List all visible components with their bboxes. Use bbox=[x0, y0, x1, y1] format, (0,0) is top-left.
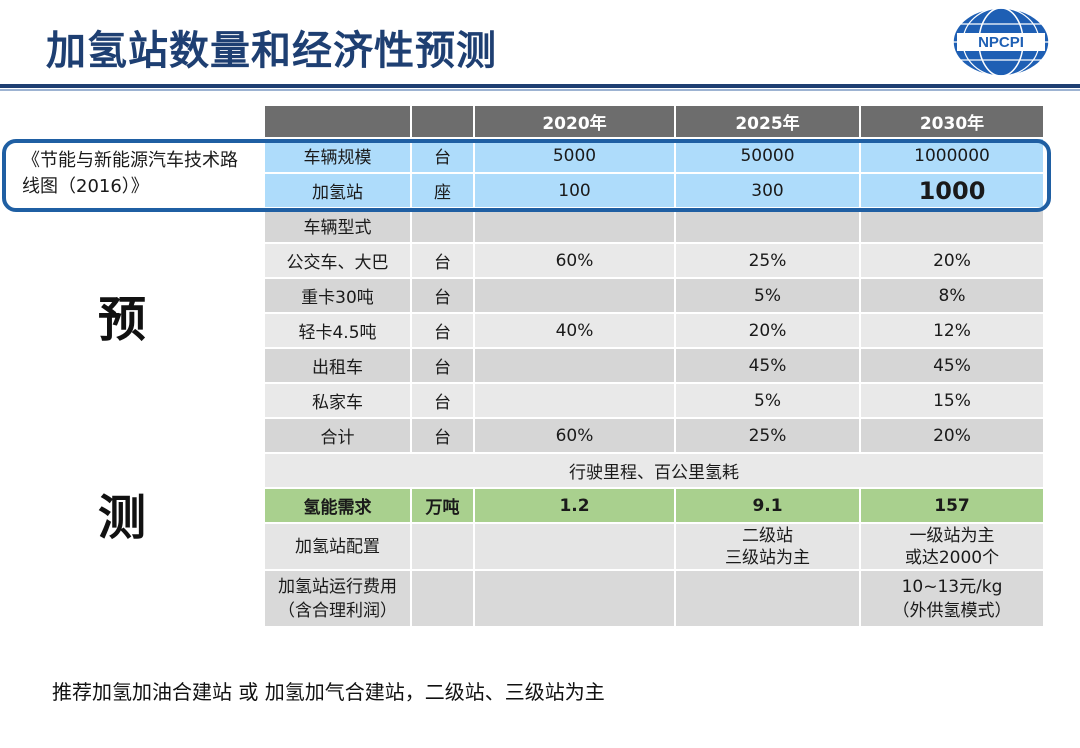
cell-2025: 20% bbox=[676, 314, 859, 347]
label-line: （含合理利润） bbox=[278, 600, 397, 621]
cell-2025: 45% bbox=[676, 349, 859, 382]
cell-line: 10~13元/kg bbox=[901, 576, 1003, 597]
row-label: 轻卡4.5吨 bbox=[265, 314, 410, 347]
cell-line: 二级站 bbox=[742, 525, 793, 546]
row-unit: 台 bbox=[412, 314, 473, 347]
cell-2025: 二级站 三级站为主 bbox=[676, 524, 859, 569]
table-row-stations: 加氢站 座 100 300 1000 bbox=[265, 174, 1043, 207]
footer-note: 推荐加氢加油合建站 或 加氢加气合建站，二级站、三级站为主 bbox=[52, 680, 605, 704]
row-unit: 台 bbox=[412, 139, 473, 172]
page-title: 加氢站数量和经济性预测 bbox=[46, 28, 497, 74]
cell-2020 bbox=[475, 384, 674, 417]
mileage-note: 行驶里程、百公里氢耗 bbox=[265, 454, 1043, 487]
header-year-2020: 2020年 bbox=[475, 106, 674, 137]
side-label-ce: 测 bbox=[98, 490, 147, 546]
cell-2030: 1000 bbox=[861, 174, 1043, 207]
source-note: 《节能与新能源汽车技术路线图（2016）》 bbox=[22, 150, 238, 197]
table-row-hydrogen-demand: 氢能需求 万吨 1.2 9.1 157 bbox=[265, 489, 1043, 522]
table-row-taxi: 出租车 台 45% 45% bbox=[265, 349, 1043, 382]
cell-2020: 5000 bbox=[475, 139, 674, 172]
row-label: 重卡30吨 bbox=[265, 279, 410, 312]
cell-2025: 5% bbox=[676, 279, 859, 312]
table-row-total: 合计 台 60% 25% 20% bbox=[265, 419, 1043, 452]
header-blank bbox=[265, 106, 410, 137]
row-unit: 万吨 bbox=[412, 489, 473, 522]
row-unit: 台 bbox=[412, 419, 473, 452]
table-row-vehicle-type-header: 车辆型式 bbox=[265, 209, 1043, 242]
cell-2025: 9.1 bbox=[676, 489, 859, 522]
cell-line: （外供氢模式） bbox=[892, 600, 1012, 621]
row-label: 加氢站配置 bbox=[265, 524, 410, 569]
cell-2025: 50000 bbox=[676, 139, 859, 172]
title-divider-accent bbox=[0, 89, 1080, 91]
table-row-heavy-truck: 重卡30吨 台 5% 8% bbox=[265, 279, 1043, 312]
row-label: 车辆规模 bbox=[265, 139, 410, 172]
table-row-station-config: 加氢站配置 二级站 三级站为主 一级站为主 或达2000个 bbox=[265, 524, 1043, 569]
header-year-2030: 2030年 bbox=[861, 106, 1043, 137]
cell-2020: 1.2 bbox=[475, 489, 674, 522]
cell-2025: 25% bbox=[676, 244, 859, 277]
row-unit: 台 bbox=[412, 279, 473, 312]
row-label: 加氢站运行费用 （含合理利润） bbox=[265, 571, 410, 626]
label-line: 加氢站运行费用 bbox=[278, 576, 397, 597]
table-row-vehicle-scale: 车辆规模 台 5000 50000 1000000 bbox=[265, 139, 1043, 172]
cell-2020: 60% bbox=[475, 244, 674, 277]
table-row-private-car: 私家车 台 5% 15% bbox=[265, 384, 1043, 417]
cell-2020: 100 bbox=[475, 174, 674, 207]
row-label: 合计 bbox=[265, 419, 410, 452]
table-row-bus: 公交车、大巴 台 60% 25% 20% bbox=[265, 244, 1043, 277]
row-label: 出租车 bbox=[265, 349, 410, 382]
row-label: 氢能需求 bbox=[265, 489, 410, 522]
cell-line: 一级站为主 bbox=[909, 525, 995, 546]
header-year-2025: 2025年 bbox=[676, 106, 859, 137]
cell-2030: 8% bbox=[861, 279, 1043, 312]
side-label-yu: 预 bbox=[98, 292, 147, 348]
cell-2020: 40% bbox=[475, 314, 674, 347]
cell-2020: 60% bbox=[475, 419, 674, 452]
forecast-table: 2020年 2025年 2030年 车辆规模 台 5000 50000 1000… bbox=[263, 104, 1045, 628]
cell-2030: 15% bbox=[861, 384, 1043, 417]
row-unit: 台 bbox=[412, 384, 473, 417]
cell-2030: 157 bbox=[861, 489, 1043, 522]
row-label: 公交车、大巴 bbox=[265, 244, 410, 277]
row-unit: 台 bbox=[412, 349, 473, 382]
cell-2030: 45% bbox=[861, 349, 1043, 382]
cell-2030: 一级站为主 或达2000个 bbox=[861, 524, 1043, 569]
table-row-mileage-note: 行驶里程、百公里氢耗 bbox=[265, 454, 1043, 487]
row-unit: 座 bbox=[412, 174, 473, 207]
cell-2030: 1000000 bbox=[861, 139, 1043, 172]
cell-2025: 5% bbox=[676, 384, 859, 417]
cell-line: 或达2000个 bbox=[904, 547, 1000, 568]
cell-2020 bbox=[475, 349, 674, 382]
title-divider bbox=[0, 84, 1080, 88]
cell-2030: 12% bbox=[861, 314, 1043, 347]
cell-line: 三级站为主 bbox=[725, 547, 810, 568]
table-row-operating-cost: 加氢站运行费用 （含合理利润） 10~13元/kg （外供氢模式） bbox=[265, 571, 1043, 626]
cell-2025: 300 bbox=[676, 174, 859, 207]
row-label: 加氢站 bbox=[265, 174, 410, 207]
cell-2030: 20% bbox=[861, 419, 1043, 452]
row-unit: 台 bbox=[412, 244, 473, 277]
table-row-light-truck: 轻卡4.5吨 台 40% 20% 12% bbox=[265, 314, 1043, 347]
row-label: 车辆型式 bbox=[265, 209, 410, 242]
cell-2020 bbox=[475, 279, 674, 312]
row-label: 私家车 bbox=[265, 384, 410, 417]
cell-2030: 10~13元/kg （外供氢模式） bbox=[861, 571, 1043, 626]
npcpi-logo: NPCPI bbox=[952, 7, 1050, 77]
logo-text: NPCPI bbox=[978, 34, 1024, 51]
cell-2025: 25% bbox=[676, 419, 859, 452]
header-unit-blank bbox=[412, 106, 473, 137]
table-header-row: 2020年 2025年 2030年 bbox=[265, 106, 1043, 137]
highlight-box bbox=[2, 139, 1051, 212]
cell-2030: 20% bbox=[861, 244, 1043, 277]
